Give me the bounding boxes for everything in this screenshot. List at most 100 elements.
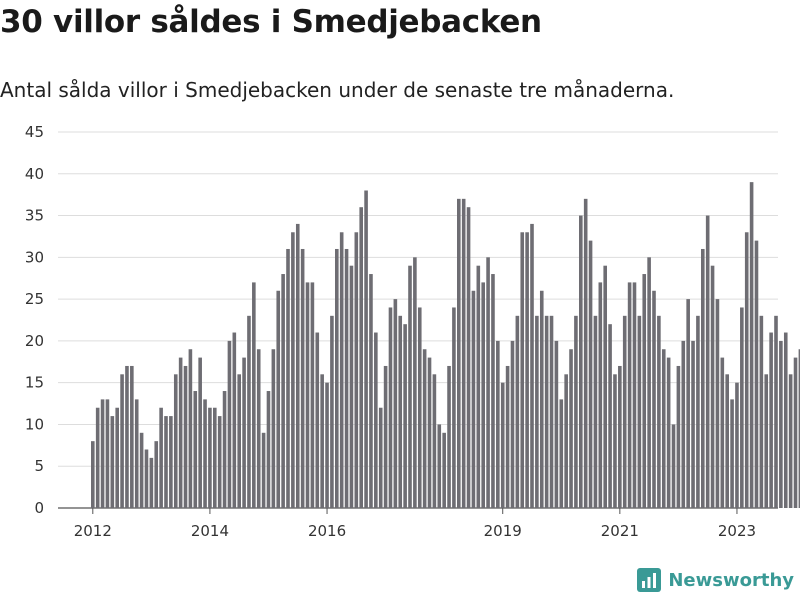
bar xyxy=(178,357,183,508)
bar xyxy=(110,416,115,508)
bar xyxy=(388,307,393,508)
bar xyxy=(486,257,490,508)
y-tick-label: 15 xyxy=(25,374,44,392)
bar xyxy=(559,399,564,508)
bar xyxy=(740,307,744,508)
x-tick-label: 2021 xyxy=(601,522,639,540)
bar xyxy=(691,340,695,508)
x-tick-label: 2014 xyxy=(191,522,229,540)
bar xyxy=(286,248,290,509)
bar xyxy=(115,407,119,508)
brand-name: Newsworthy xyxy=(668,569,794,591)
bar xyxy=(579,215,583,508)
bar xyxy=(315,332,320,508)
bar xyxy=(374,332,378,508)
bar xyxy=(247,315,251,508)
bar xyxy=(364,190,368,508)
bar xyxy=(281,274,285,508)
bar xyxy=(671,424,676,508)
bar xyxy=(256,349,261,508)
bar xyxy=(476,265,481,508)
bar xyxy=(793,357,798,508)
bar xyxy=(208,407,212,508)
bar xyxy=(261,432,266,508)
bar xyxy=(666,357,671,508)
bar xyxy=(539,290,544,508)
bar xyxy=(593,315,598,508)
bar xyxy=(95,407,100,508)
bar xyxy=(749,182,754,508)
bar xyxy=(291,232,295,508)
bar xyxy=(393,299,398,508)
bar xyxy=(705,215,710,508)
bar xyxy=(735,382,739,508)
bar xyxy=(408,265,412,508)
bar xyxy=(105,399,110,508)
brand-logo: Newsworthy xyxy=(637,568,794,592)
bar xyxy=(510,340,515,508)
bar xyxy=(149,457,154,508)
bar xyxy=(378,407,383,508)
bar xyxy=(720,357,725,508)
bar xyxy=(125,365,129,508)
bar xyxy=(295,223,300,508)
bar xyxy=(339,232,344,508)
bar-chart: 0510152025303540453020122014201620192021… xyxy=(25,123,800,540)
y-tick-label: 10 xyxy=(25,415,44,433)
bar xyxy=(232,332,237,508)
bar xyxy=(383,365,388,508)
bar xyxy=(544,315,549,508)
bar xyxy=(173,374,178,508)
bar xyxy=(427,357,432,508)
bar xyxy=(725,374,729,508)
bar xyxy=(744,232,749,508)
bar xyxy=(330,315,334,508)
bar xyxy=(496,340,500,508)
chart-subtitle: Antal sålda villor i Smedjebacken under … xyxy=(0,78,675,102)
bar xyxy=(335,248,339,509)
bar xyxy=(159,407,163,508)
bar xyxy=(349,265,354,508)
bar xyxy=(515,315,520,508)
bar xyxy=(759,315,764,508)
x-tick-label: 2012 xyxy=(74,522,112,540)
bar xyxy=(603,265,607,508)
bar xyxy=(222,391,227,508)
bar xyxy=(91,441,95,508)
bar xyxy=(413,257,417,508)
bar xyxy=(188,349,193,508)
bar xyxy=(242,357,246,508)
bar xyxy=(417,307,422,508)
bar xyxy=(549,315,554,508)
bar xyxy=(154,441,159,508)
bar xyxy=(588,240,593,508)
bar xyxy=(530,223,534,508)
bar xyxy=(564,374,568,508)
bar xyxy=(535,315,539,508)
bar xyxy=(271,349,276,508)
y-tick-label: 20 xyxy=(25,332,44,350)
bar xyxy=(134,399,139,508)
bar xyxy=(652,290,656,508)
bar xyxy=(183,365,188,508)
bar xyxy=(637,315,642,508)
bar xyxy=(642,274,647,508)
bar xyxy=(598,282,603,508)
bar xyxy=(774,315,778,508)
bar xyxy=(471,290,476,508)
bar xyxy=(661,349,666,508)
bar xyxy=(710,265,715,508)
bar xyxy=(647,257,651,508)
bar xyxy=(500,382,505,508)
bar xyxy=(217,416,222,508)
bar xyxy=(237,374,241,508)
bar xyxy=(783,332,788,508)
bar xyxy=(276,290,281,508)
bar xyxy=(100,399,105,508)
bar xyxy=(754,240,759,508)
bar xyxy=(686,299,690,508)
bar xyxy=(715,299,720,508)
bar xyxy=(520,232,525,508)
bar xyxy=(354,232,359,508)
bar xyxy=(422,349,427,508)
